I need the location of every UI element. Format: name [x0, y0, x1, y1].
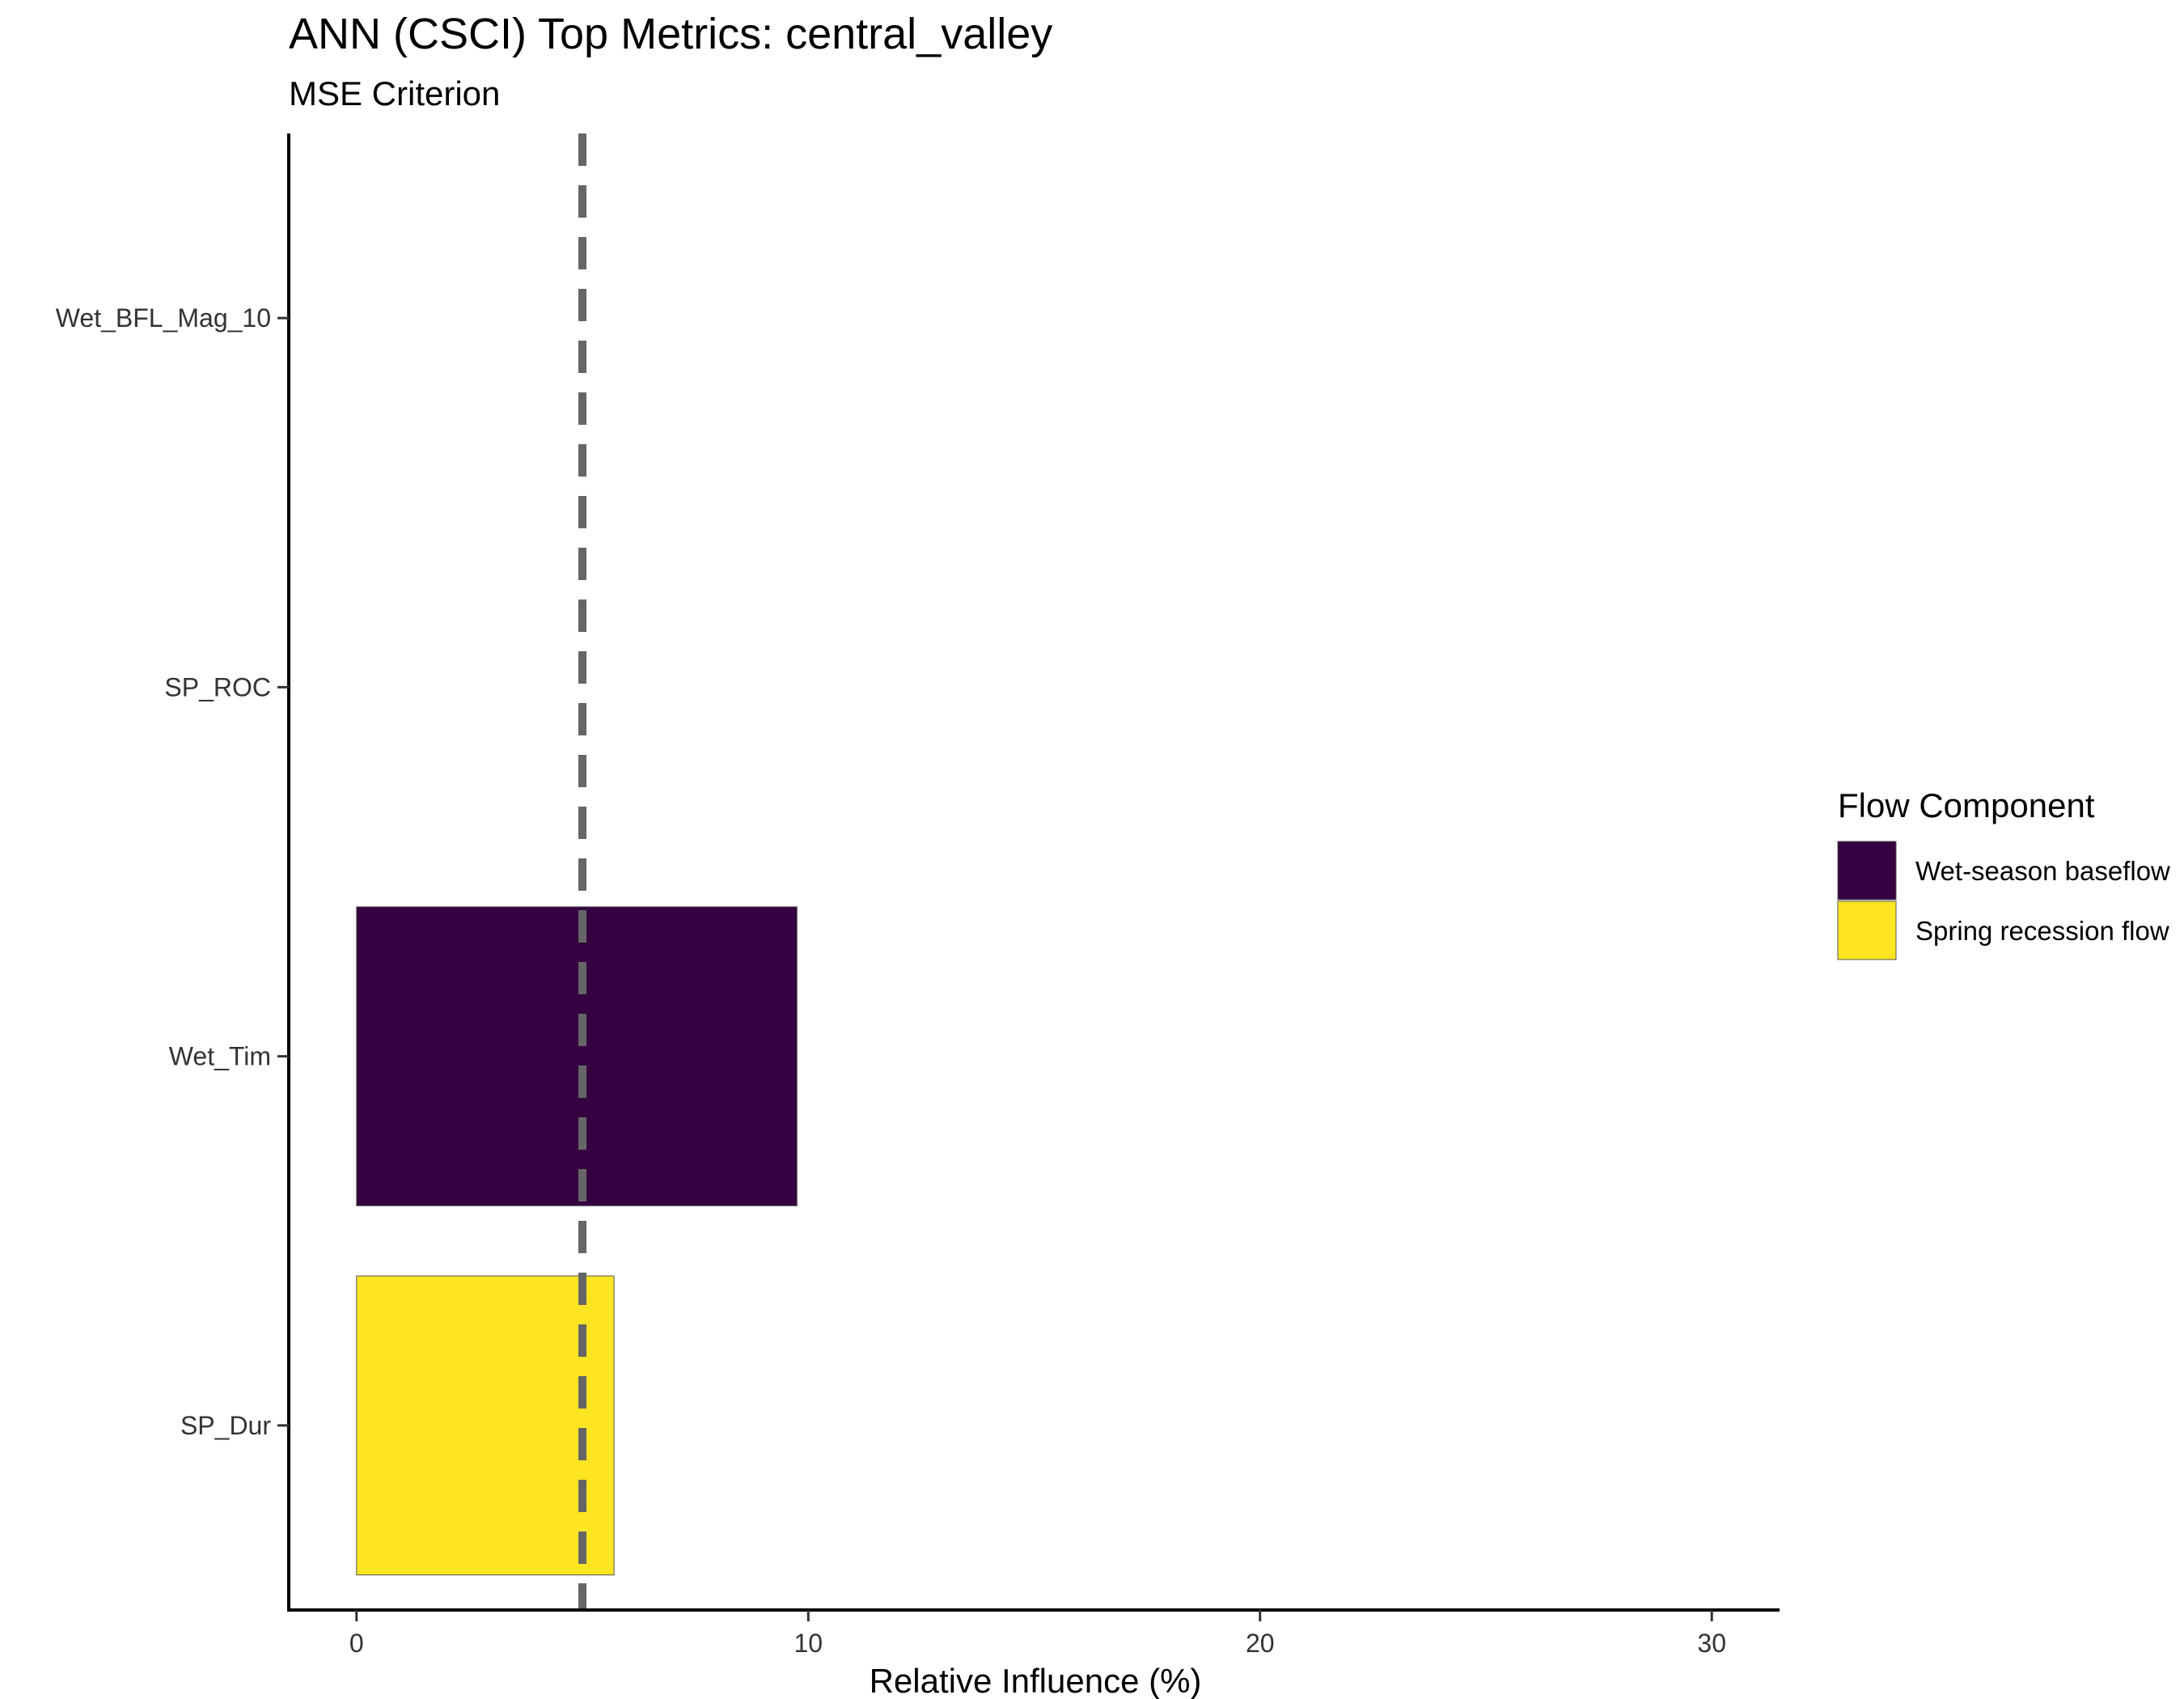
- y-axis-ticks: Wet_BFL_Mag_10 SP_ROC Wet_Tim SP_Dur: [56, 303, 289, 1440]
- x-tick-label: 10: [794, 1629, 823, 1658]
- y-tick-label: Wet_Tim: [169, 1042, 271, 1071]
- x-tick-label: 20: [1246, 1629, 1275, 1658]
- chart-subtitle: MSE Criterion: [289, 74, 500, 112]
- x-tick-label: 0: [349, 1629, 364, 1658]
- y-tick-label: SP_ROC: [164, 672, 271, 701]
- legend: Flow Component Wet-season baseflow Spring…: [1837, 786, 2170, 960]
- bar-sp-dur: [356, 1275, 615, 1576]
- legend-label: Spring recession flow: [1915, 916, 2169, 946]
- y-tick-label: SP_Dur: [180, 1411, 271, 1440]
- legend-key: [1837, 841, 1897, 900]
- bar-wet-tim: [356, 906, 798, 1206]
- x-tick-label: 30: [1697, 1629, 1726, 1658]
- legend-label: Wet-season baseflow: [1915, 856, 2170, 886]
- y-tick-label: Wet_BFL_Mag_10: [56, 303, 271, 333]
- legend-key: [1837, 900, 1897, 960]
- bars-layer: [356, 906, 798, 1576]
- x-axis-ticks: 0 10 20 30: [349, 1610, 1726, 1658]
- chart-title: ANN (CSCI) Top Metrics: central_valley: [289, 10, 1052, 58]
- legend-title: Flow Component: [1838, 786, 2095, 824]
- x-axis-title: Relative Influence (%): [870, 1662, 1202, 1699]
- legend-items: Wet-season baseflow Spring recession flow: [1837, 841, 2170, 960]
